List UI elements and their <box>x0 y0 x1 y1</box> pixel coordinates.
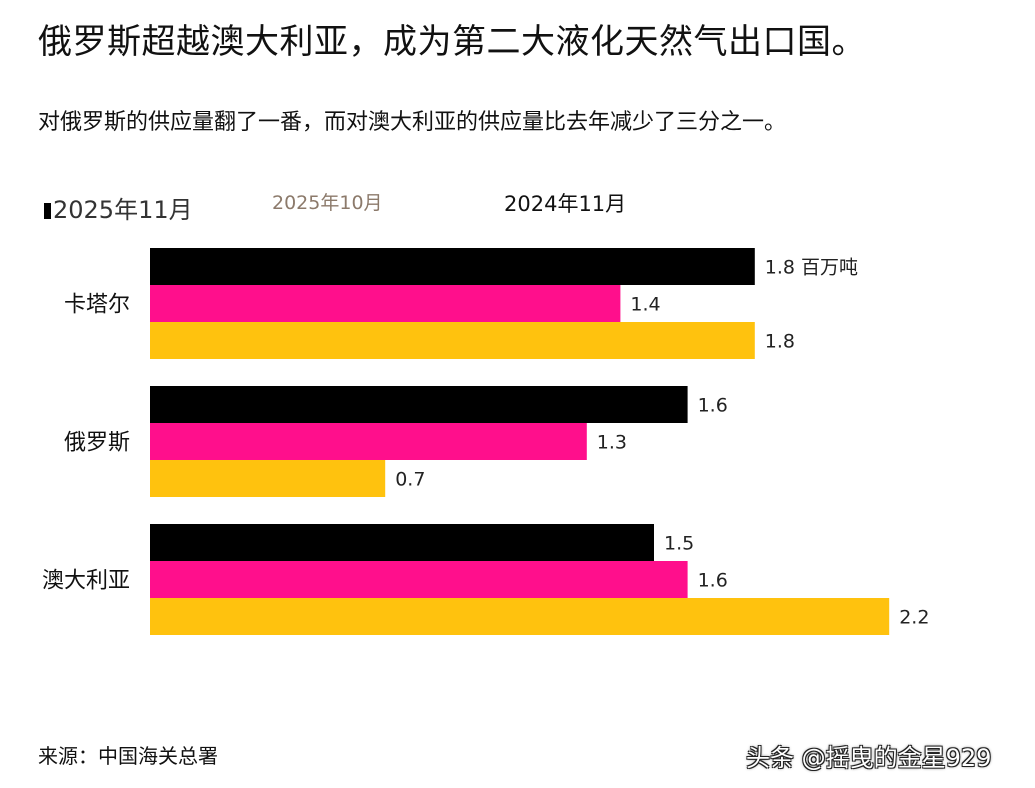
bar <box>150 285 621 322</box>
bar <box>150 460 386 497</box>
legend-label-2025-nov: 2025年11月 <box>53 196 193 224</box>
bar <box>150 386 688 423</box>
bar <box>150 598 890 635</box>
bar <box>150 322 755 359</box>
legend-swatch-2025-nov <box>44 203 51 219</box>
legend-item-2024-nov: 2024年11月 <box>504 188 626 218</box>
category-label: 俄罗斯 <box>64 431 130 456</box>
bar <box>150 423 587 460</box>
bar <box>150 248 755 285</box>
bar <box>150 524 654 561</box>
chart-subtitle: 对俄罗斯的供应量翻了一番，而对澳大利亚的供应量比去年减少了三分之一。 <box>38 110 787 135</box>
data-label: 1.6 <box>698 570 728 592</box>
chart-title: 俄罗斯超越澳大利亚，成为第二大液化天然气出口国。 <box>38 22 866 62</box>
data-label: 1.4 <box>630 294 660 316</box>
source-note: 来源：中国海关总署 <box>38 744 218 768</box>
watermark: 头条 @摇曳的金星929 <box>746 744 992 772</box>
data-label: 1.8 百万吨 <box>765 257 858 279</box>
data-label: 1.8 <box>765 331 795 353</box>
category-label: 卡塔尔 <box>64 293 130 318</box>
legend-label-2024-nov: 2024年11月 <box>504 192 627 216</box>
legend-item-2025-nov: 2025年11月 <box>44 190 193 225</box>
data-label: 1.3 <box>597 432 627 454</box>
legend-label-2025-oct: 2025年10月 <box>272 192 383 214</box>
bar <box>150 561 688 598</box>
category-label: 澳大利亚 <box>42 569 130 594</box>
data-label: 1.6 <box>698 395 728 417</box>
data-label: 0.7 <box>395 469 425 491</box>
data-label: 2.2 <box>899 607 929 629</box>
data-label: 1.5 <box>664 533 694 555</box>
legend-item-2025-oct: 2025年10月 <box>272 188 383 215</box>
